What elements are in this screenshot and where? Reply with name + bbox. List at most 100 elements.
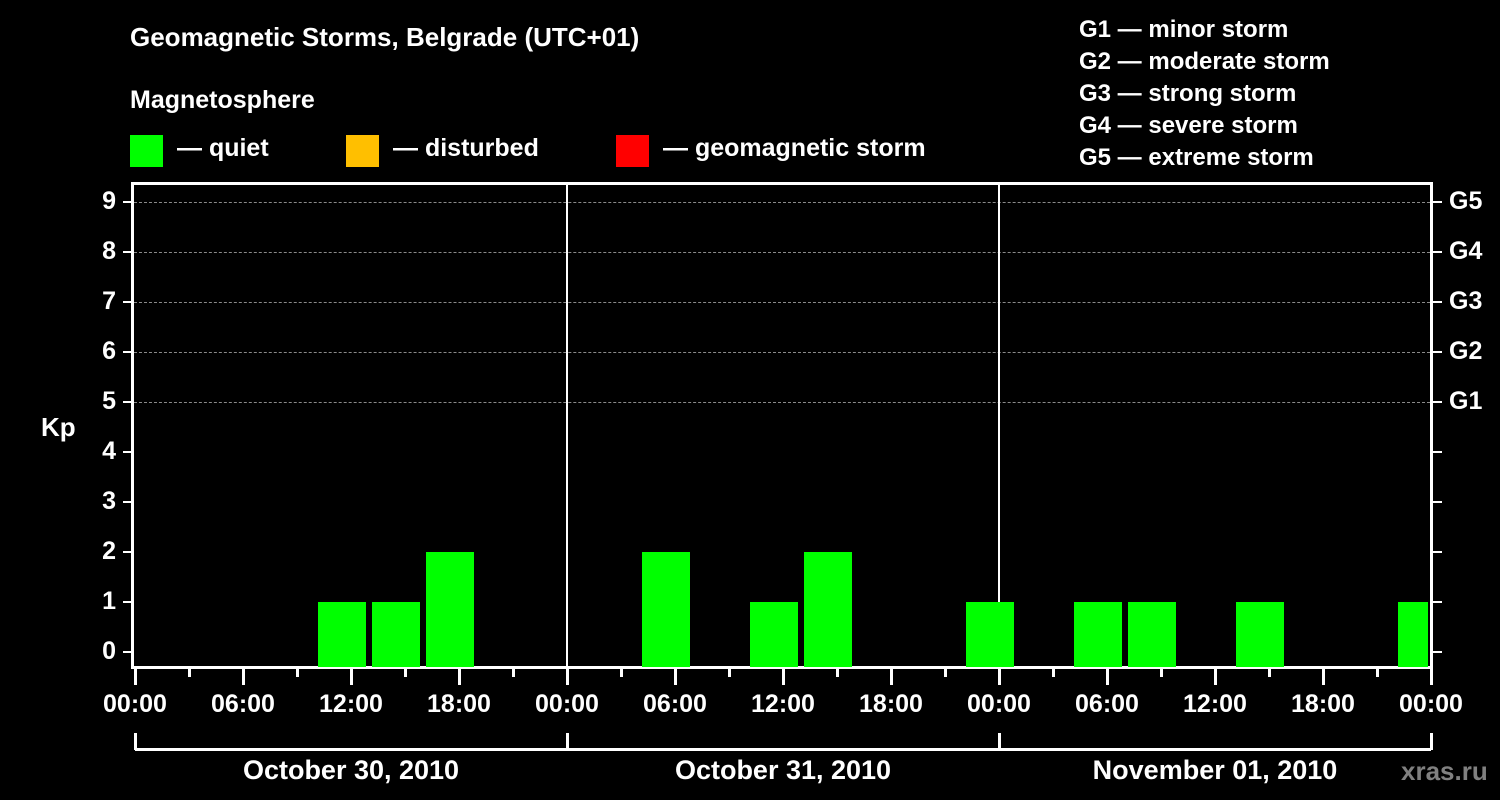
kp-bar xyxy=(642,552,690,667)
y-tick xyxy=(123,501,132,503)
x-tick xyxy=(350,669,353,685)
plot-frame xyxy=(131,182,1433,669)
x-tick-label: 00:00 xyxy=(535,690,599,718)
right-y-tick xyxy=(1433,501,1442,503)
y-tick-label: 4 xyxy=(102,437,116,465)
day-separator xyxy=(998,182,1000,669)
date-bracket-tick xyxy=(998,733,1001,750)
x-tick xyxy=(458,669,461,685)
x-tick-label: 12:00 xyxy=(319,690,383,718)
right-y-tick xyxy=(1433,401,1442,403)
x-tick-label: 12:00 xyxy=(751,690,815,718)
x-tick xyxy=(404,669,407,677)
x-tick xyxy=(1268,669,1271,677)
grid-line xyxy=(134,302,1430,303)
x-tick xyxy=(1430,669,1433,685)
storm-level-label: G3 xyxy=(1449,287,1483,315)
date-label: October 31, 2010 xyxy=(674,755,892,785)
x-tick xyxy=(512,669,515,677)
credit-watermark: xras.ru xyxy=(1401,756,1488,786)
y-tick-label: 2 xyxy=(102,537,116,565)
kp-bar xyxy=(318,602,366,667)
date-label: November 01, 2010 xyxy=(1092,755,1338,785)
grid-line xyxy=(134,402,1430,403)
y-tick xyxy=(123,651,132,653)
y-tick-label: 1 xyxy=(102,587,116,615)
y-tick xyxy=(123,401,132,403)
x-tick-label: 18:00 xyxy=(859,690,923,718)
right-y-tick xyxy=(1433,601,1442,603)
kp-bar xyxy=(966,602,1014,667)
kp-bar xyxy=(1398,602,1428,667)
date-label: October 30, 2010 xyxy=(242,755,460,785)
x-tick xyxy=(1160,669,1163,677)
x-tick xyxy=(728,669,731,677)
chart-subtitle: Magnetosphere xyxy=(130,86,315,114)
x-tick xyxy=(1214,669,1217,685)
x-tick-label: 12:00 xyxy=(1183,690,1247,718)
storm-level-label: G2 xyxy=(1449,337,1483,365)
chart-title: Geomagnetic Storms, Belgrade (UTC+01) xyxy=(130,22,640,52)
y-tick xyxy=(123,551,132,553)
x-tick xyxy=(944,669,947,677)
y-tick xyxy=(123,201,132,203)
legend-label-quiet: — quiet xyxy=(177,134,269,162)
x-tick xyxy=(674,669,677,685)
y-tick-label: 9 xyxy=(102,187,116,215)
kp-bar xyxy=(1074,602,1122,667)
kp-bar xyxy=(1236,602,1284,667)
x-tick-label: 06:00 xyxy=(211,690,275,718)
x-tick xyxy=(782,669,785,685)
storm-scale-g1: G1 — minor storm xyxy=(1079,16,1289,43)
x-tick xyxy=(188,669,191,677)
y-tick xyxy=(123,301,132,303)
day-separator xyxy=(566,182,568,669)
y-tick-label: 5 xyxy=(102,387,116,415)
x-tick-label: 00:00 xyxy=(103,690,167,718)
x-tick xyxy=(566,669,569,685)
x-tick xyxy=(242,669,245,685)
right-y-tick xyxy=(1433,551,1442,553)
kp-bar xyxy=(804,552,852,667)
date-bracket-line xyxy=(135,748,1431,751)
kp-bar xyxy=(750,602,798,667)
x-tick xyxy=(134,669,137,685)
x-tick-label: 18:00 xyxy=(427,690,491,718)
x-tick-label: 00:00 xyxy=(1399,690,1463,718)
grid-line xyxy=(134,352,1430,353)
x-tick xyxy=(998,669,1001,685)
x-tick xyxy=(836,669,839,677)
date-bracket-tick xyxy=(134,733,137,750)
x-tick-label: 18:00 xyxy=(1291,690,1355,718)
grid-line xyxy=(134,202,1430,203)
legend-label-storm: — geomagnetic storm xyxy=(663,134,926,162)
storm-level-label: G5 xyxy=(1449,187,1483,215)
x-tick xyxy=(1052,669,1055,677)
y-tick xyxy=(123,251,132,253)
kp-bar xyxy=(1128,602,1176,667)
x-tick xyxy=(890,669,893,685)
right-y-tick xyxy=(1433,301,1442,303)
y-tick xyxy=(123,451,132,453)
storm-scale-legend: G1 — minor storm G2 — moderate storm G3 … xyxy=(1079,14,1330,174)
y-tick xyxy=(123,601,132,603)
storm-scale-g5: G5 — extreme storm xyxy=(1079,144,1314,171)
y-tick-label: 6 xyxy=(102,337,116,365)
x-tick xyxy=(620,669,623,677)
right-y-tick xyxy=(1433,451,1442,453)
storm-level-label: G4 xyxy=(1449,237,1483,265)
y-tick-label: 0 xyxy=(102,637,116,665)
date-bracket-tick xyxy=(566,733,569,750)
x-tick-label: 06:00 xyxy=(643,690,707,718)
x-tick xyxy=(1376,669,1379,677)
x-tick xyxy=(1322,669,1325,685)
storm-scale-g4: G4 — severe storm xyxy=(1079,112,1298,139)
y-tick-label: 3 xyxy=(102,487,116,515)
legend-swatch-storm xyxy=(616,135,649,167)
date-bracket-tick xyxy=(1430,733,1433,750)
y-axis-label: Kp xyxy=(41,412,76,442)
kp-bar xyxy=(372,602,420,667)
legend-swatch-disturbed xyxy=(346,135,379,167)
y-tick-label: 7 xyxy=(102,287,116,315)
storm-level-label: G1 xyxy=(1449,387,1483,415)
